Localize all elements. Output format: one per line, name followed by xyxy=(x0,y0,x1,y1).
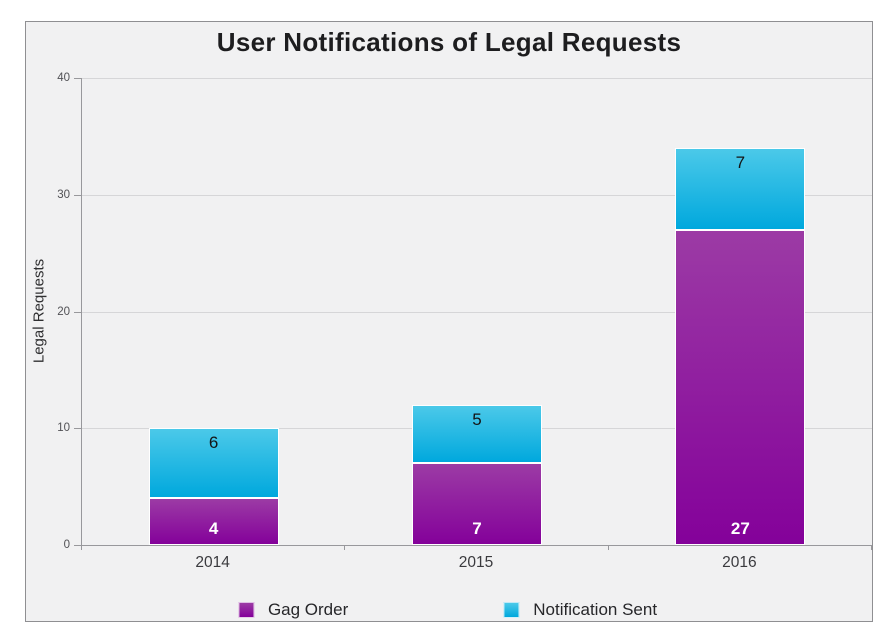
bar-value-label-notification-sent-2015: 5 xyxy=(472,409,482,429)
bar-segment-gag-order-2016: 27 xyxy=(675,229,806,545)
legend-label-gag-order: Gag Order xyxy=(267,600,349,619)
bar-segment-notification-sent-2014: 6 xyxy=(148,428,279,499)
legend-item-gag-order: Gag Order xyxy=(237,600,349,620)
y-tick-mark-40 xyxy=(74,78,81,79)
bar-value-label-notification-sent-2016: 7 xyxy=(735,153,746,173)
legend-item-notification-sent: Notification Sent xyxy=(503,600,657,620)
y-tick-label-40: 40 xyxy=(57,72,70,84)
bar-segment-gag-order-2014: 4 xyxy=(148,498,279,545)
x-tick-mark-2 xyxy=(607,546,609,550)
y-tick-mark-0 xyxy=(74,545,81,546)
x-tick-mark-1 xyxy=(344,546,346,550)
y-tick-mark-20 xyxy=(74,311,81,313)
gridline-20 xyxy=(82,311,872,313)
legend: Gag Order Notification Sent xyxy=(237,600,657,620)
legend-swatch-gag-order xyxy=(237,602,254,618)
bar-value-label-gag-order-2015: 7 xyxy=(472,519,482,538)
gridline-40 xyxy=(82,78,872,79)
x-tick-label-2015: 2015 xyxy=(458,554,494,571)
x-tick-label-2014: 2014 xyxy=(195,554,230,571)
y-tick-mark-30 xyxy=(74,194,81,196)
y-tick-label-0: 0 xyxy=(63,539,70,551)
y-tick-mark-10 xyxy=(74,428,81,430)
bar-value-label-notification-sent-2014: 6 xyxy=(208,433,219,453)
y-tick-label-30: 30 xyxy=(57,188,70,201)
bar-segment-notification-sent-2016: 7 xyxy=(675,148,806,230)
x-tick-label-2016: 2016 xyxy=(722,554,757,571)
gridline-30 xyxy=(82,194,872,196)
bar-value-label-gag-order-2016: 27 xyxy=(730,519,750,538)
x-tick-mark-0 xyxy=(81,546,82,550)
bar-segment-gag-order-2015: 7 xyxy=(412,463,542,545)
plot-area: 4 6 7 5 27 7 xyxy=(81,78,872,546)
chart-title: User Notifications of Legal Requests xyxy=(216,27,682,57)
legend-swatch-notification-sent xyxy=(503,602,520,618)
y-tick-label-10: 10 xyxy=(57,422,70,435)
y-tick-label-20: 20 xyxy=(57,305,70,318)
legend-label-notification-sent: Notification Sent xyxy=(533,600,658,619)
x-tick-mark-3 xyxy=(871,546,872,550)
bar-value-label-gag-order-2014: 4 xyxy=(208,519,219,538)
bar-segment-notification-sent-2015: 5 xyxy=(412,404,542,464)
